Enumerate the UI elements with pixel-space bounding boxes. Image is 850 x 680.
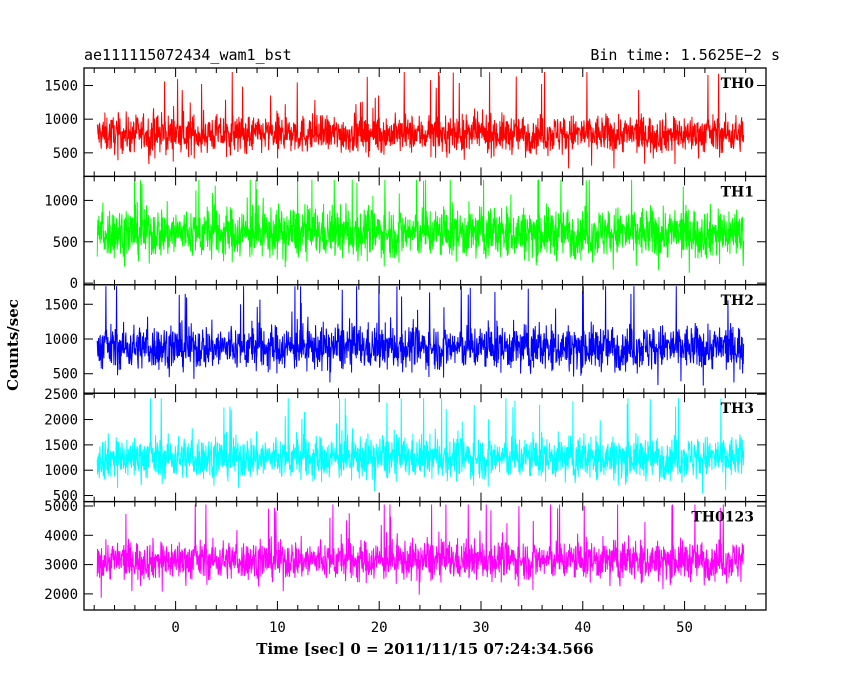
x-tick-label: 40 <box>574 620 591 636</box>
x-axis-label: Time [sec] 0 = 2011/11/15 07:24:34.566 <box>256 640 593 658</box>
y-axis-label: Counts/sec <box>4 299 22 391</box>
panel-th0123: 2000 3000 4000 5000 TH0123 <box>44 499 767 611</box>
x-axis: 0 10 20 30 40 50 <box>171 620 693 636</box>
panel-th3: 500 1000 1500 2000 2500 TH3 <box>44 387 767 505</box>
panel-label-th2: TH2 <box>721 293 754 309</box>
y-tick-label: 500 <box>53 367 78 383</box>
x-tick-label: 10 <box>269 620 286 636</box>
chart-title: ae111115072434_wam1_bst <box>84 46 292 64</box>
x-tick-label: 0 <box>171 620 179 636</box>
bin-time-label: Bin time: 1.5625E−2 s <box>590 46 780 64</box>
y-tick-label: 2000 <box>44 587 78 603</box>
series-trace-th3 <box>96 398 745 494</box>
series-trace-th2 <box>96 286 745 386</box>
y-tick-label: 2500 <box>44 387 78 403</box>
panel-label-th1: TH1 <box>721 184 754 200</box>
y-tick-label: 1000 <box>44 463 78 479</box>
y-tick-label: 4000 <box>44 528 78 544</box>
y-tick-label: 2000 <box>44 413 78 429</box>
y-tick-label: 1500 <box>44 79 78 95</box>
y-tick-label: 1500 <box>44 297 78 313</box>
panel-label-th3: TH3 <box>721 401 754 417</box>
y-tick-label: 1000 <box>44 112 78 128</box>
x-tick-label: 50 <box>676 620 693 636</box>
y-tick-label: 3000 <box>44 558 78 574</box>
y-tick-label: 500 <box>53 489 78 505</box>
series-trace-th0123 <box>96 504 745 598</box>
series-trace-th1 <box>96 179 745 273</box>
y-tick-label: 1000 <box>44 332 78 348</box>
series-trace-th0 <box>96 72 745 169</box>
panel-label-th0: TH0 <box>721 76 755 92</box>
x-tick-label: 30 <box>473 620 490 636</box>
panel-th0: 500 1000 1500 TH0 <box>44 67 767 178</box>
y-tick-label: 5000 <box>44 499 78 515</box>
y-tick-label: 0 <box>70 276 78 292</box>
x-tick-label: 20 <box>371 620 388 636</box>
panel-th1: 0 500 1000 TH1 <box>44 175 767 292</box>
y-tick-label: 1000 <box>44 193 78 209</box>
panel-frame <box>83 67 767 178</box>
panel-th2: 500 1000 1500 TH2 <box>44 284 767 394</box>
y-tick-label: 500 <box>53 146 78 162</box>
panel-frame <box>83 500 767 611</box>
y-tick-label: 500 <box>53 235 78 251</box>
panel-label-th0123: TH0123 <box>691 510 754 526</box>
y-tick-label: 1500 <box>44 438 78 454</box>
